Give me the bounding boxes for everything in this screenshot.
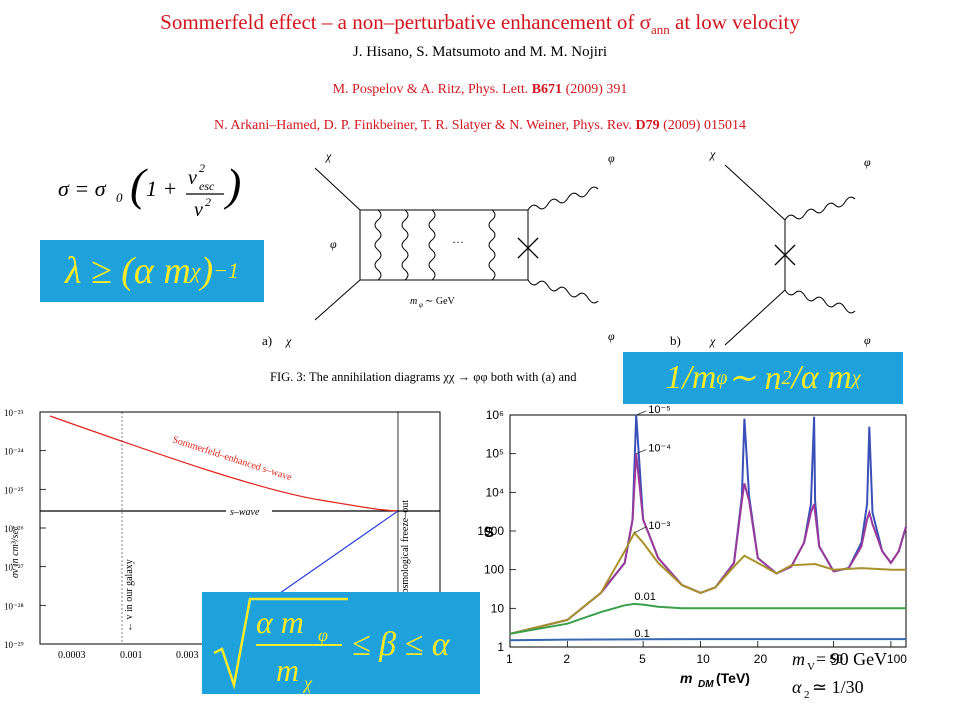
right-xtick-label: 50 bbox=[830, 652, 844, 666]
feynman-diagrams: ··· χ φ φ φ a) χ m φ ∼ GeV χ φ φ b) χ bbox=[262, 147, 871, 348]
series-label-leader bbox=[636, 449, 647, 455]
svg-text:esc: esc bbox=[199, 179, 215, 193]
svg-text:2: 2 bbox=[205, 195, 211, 209]
figure-caption: FIG. 3: The annihilation diagrams χχ → φ… bbox=[270, 370, 577, 384]
left-ytick-label: 10⁻²⁴ bbox=[4, 447, 24, 457]
right-ylabel: S bbox=[484, 524, 494, 541]
series-label-1: 10⁻⁴ bbox=[648, 443, 671, 455]
left-ytick-label: 10⁻²⁵ bbox=[4, 485, 24, 495]
mv-legend: m bbox=[792, 649, 805, 669]
chi-label-b-top: χ bbox=[709, 147, 716, 161]
chi-label-b-bottom: χ bbox=[709, 334, 716, 348]
phi-label-a-bottom: φ bbox=[608, 329, 615, 343]
slide-title: Sommerfeld effect – a non–perturbative e… bbox=[160, 10, 800, 38]
series-label-4: 0.1 bbox=[634, 628, 649, 640]
beta-den: m bbox=[276, 652, 299, 688]
series-line-3 bbox=[509, 602, 906, 635]
right-ytick-label: 1000 bbox=[477, 524, 504, 538]
phi-label-b-top: φ bbox=[864, 155, 871, 169]
svg-text:= 90 GeV: = 90 GeV bbox=[816, 649, 887, 669]
formula-lhs: σ = σ bbox=[58, 176, 107, 201]
right-ytick-label: 10⁴ bbox=[485, 485, 504, 499]
left-plot-ylabel: σv in cm³/sec bbox=[10, 525, 21, 578]
svg-text:(: ( bbox=[130, 159, 148, 210]
phi-label-a-left: φ bbox=[330, 237, 337, 251]
reference-1: M. Pospelov & A. Ritz, Phys. Lett. B671 … bbox=[332, 82, 628, 97]
series-line-2 bbox=[509, 531, 906, 635]
right-xlabel: m bbox=[680, 670, 692, 686]
chi-label-a-bottom: χ bbox=[285, 334, 292, 348]
svg-text:DM: DM bbox=[698, 679, 714, 690]
left-ytick-label: 10⁻²³ bbox=[4, 408, 23, 418]
diagram-b-label: b) bbox=[670, 333, 681, 348]
velocity-formula: σ = σ 0 ( 1 + v 2 esc v 2 ) bbox=[58, 158, 258, 224]
beta-rhs: ≤ β ≤ α bbox=[352, 626, 451, 663]
authors-line: J. Hisano, S. Matsumoto and M. M. Nojiri bbox=[352, 44, 608, 60]
series-label-0: 10⁻⁵ bbox=[648, 405, 671, 416]
formula-den: v bbox=[194, 199, 203, 221]
chi-label-a-top: χ bbox=[325, 149, 332, 163]
formula-sub0: 0 bbox=[116, 190, 123, 205]
right-plot-frame bbox=[509, 414, 907, 648]
series-line-4 bbox=[509, 638, 906, 642]
left-ytick-label: 10⁻²⁶ bbox=[4, 524, 24, 534]
left-xtick-1: 0.0003 bbox=[58, 650, 86, 661]
right-ytick-label: 10⁵ bbox=[486, 447, 504, 461]
series-line-1 bbox=[509, 453, 907, 635]
series-label-3: 0.01 bbox=[634, 591, 655, 603]
left-xtick-2: 0.001 bbox=[120, 650, 143, 661]
right-ytick-label: 100 bbox=[484, 563, 504, 577]
enhanced-label: Sommerfeld–enhanced s–wave bbox=[171, 434, 294, 483]
left-ytick-label: 10⁻²⁷ bbox=[4, 563, 24, 573]
reference-2: N. Arkani–Hamed, D. P. Finkbeiner, T. R.… bbox=[214, 118, 746, 133]
series-label-leader bbox=[634, 526, 647, 534]
formula-num: v bbox=[188, 167, 197, 189]
enhanced-curve bbox=[49, 415, 399, 512]
swave-label: s–wave bbox=[230, 507, 260, 518]
mass-label: m bbox=[410, 296, 417, 307]
phi-label-a-top: φ bbox=[608, 151, 615, 165]
left-xtick-3: 0.003 bbox=[176, 650, 199, 661]
freeze-label: cosmological freeze–out bbox=[400, 500, 411, 598]
lambda-condition-box: λ ≥ (α m χ) −1 bbox=[40, 240, 264, 302]
svg-text:φ: φ bbox=[419, 301, 423, 309]
right-ytick-label: 10⁶ bbox=[486, 408, 504, 422]
series-line-0 bbox=[509, 414, 907, 635]
blue-line bbox=[269, 510, 399, 601]
right-xtick-label: 2 bbox=[563, 652, 570, 666]
left-ytick-label: 10⁻²⁸ bbox=[4, 601, 24, 611]
galaxy-label: ← v in our galaxy bbox=[124, 559, 135, 632]
phi-label-b-bottom: φ bbox=[864, 333, 871, 347]
beta-condition-box: α m φ m χ ≤ β ≤ α bbox=[202, 592, 480, 694]
alpha-legend: α bbox=[792, 677, 802, 697]
formula-one: 1 + bbox=[146, 176, 177, 201]
sigma-v-plot: 10⁻²³ 10⁻²⁴ 10⁻²⁵ 10⁻²⁶ 10⁻²⁷ 10⁻²⁸ 10⁻²⁹ σv i… bbox=[4, 408, 441, 661]
svg-text:≃ 1/30: ≃ 1/30 bbox=[812, 677, 864, 697]
svg-text:2: 2 bbox=[804, 689, 810, 701]
svg-text:∼ GeV: ∼ GeV bbox=[425, 296, 456, 307]
beta-num: α m bbox=[256, 604, 304, 640]
right-xtick-label: 10 bbox=[696, 652, 710, 666]
svg-text:V: V bbox=[807, 661, 815, 673]
diagram-a-label: a) bbox=[262, 333, 272, 348]
svg-text:): ) bbox=[223, 159, 241, 210]
right-xtick-label: 1 bbox=[506, 652, 513, 666]
svg-text:φ: φ bbox=[318, 625, 328, 645]
sommerfeld-chart: 1 2 5 10 20 50 100 1 10 100 1000 10⁴ 10⁵ 10⁶ 10⁻⁵ 10⁻⁴… bbox=[477, 405, 907, 701]
series-label-2: 10⁻³ bbox=[648, 520, 670, 532]
right-xtick-label: 5 bbox=[639, 652, 646, 666]
dots-label: ··· bbox=[452, 235, 464, 249]
svg-text:(TeV): (TeV) bbox=[716, 670, 750, 686]
right-xtick-label: 100 bbox=[887, 652, 907, 666]
left-ytick-label: 10⁻²⁹ bbox=[4, 640, 24, 650]
right-ytick-label: 10 bbox=[491, 601, 505, 615]
svg-text:2: 2 bbox=[199, 161, 205, 175]
right-xtick-label: 20 bbox=[754, 652, 768, 666]
right-ytick-label: 1 bbox=[497, 640, 504, 654]
series-label-leader bbox=[636, 410, 647, 416]
svg-text:χ: χ bbox=[302, 673, 313, 693]
